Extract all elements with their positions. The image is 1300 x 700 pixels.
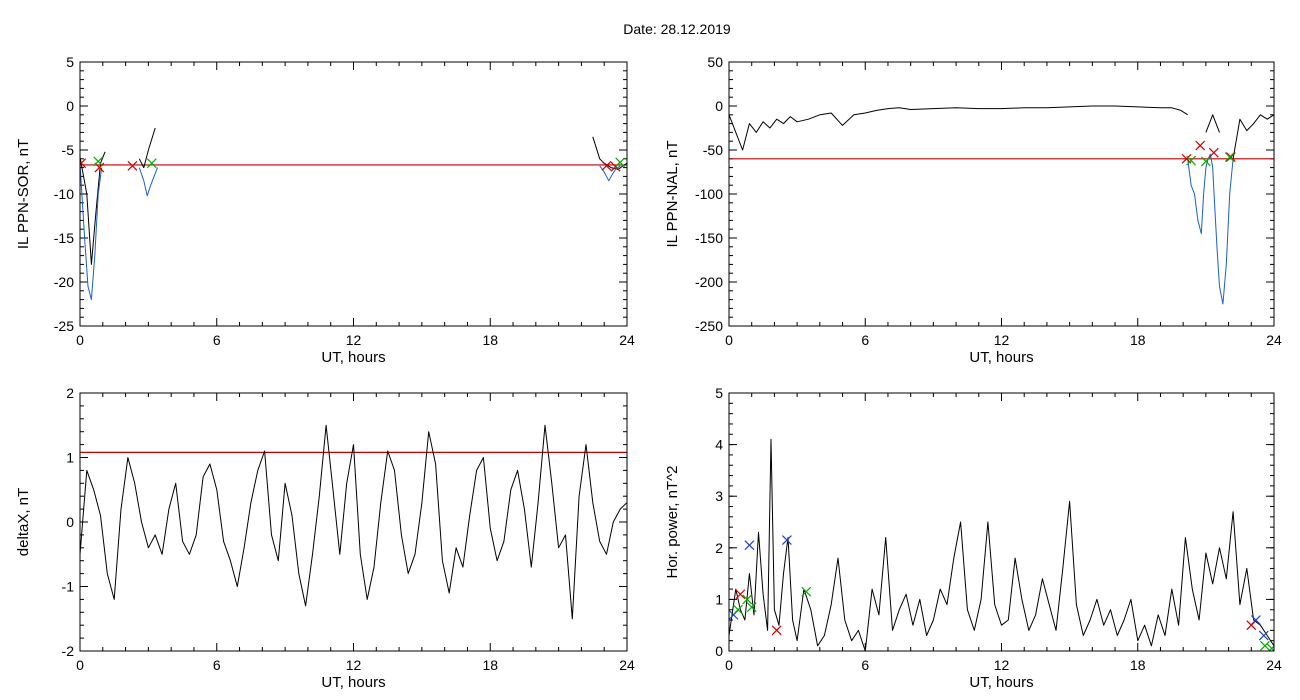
series-line-1 — [1188, 154, 1233, 304]
y-tick-label: 0 — [715, 643, 723, 659]
panel-sor: 0 6 12 18 24 -25 -20 -15 -10 -5 0 5 UT, hours IL PPN-… — [15, 54, 635, 366]
y-tick-label: -5 — [62, 142, 75, 158]
figure: Date: 28.12.2019 06121824-25-20-15-10-50… — [0, 0, 1300, 700]
y-tick-label: 1 — [715, 591, 723, 607]
y-tick-label: -20 — [54, 274, 74, 290]
y-axis-label: Hor. power, nT^2 — [664, 466, 681, 579]
x-tick-label: 24 — [1266, 657, 1282, 673]
x-tick-label: 6 — [861, 332, 869, 348]
x-tick-label: 18 — [1130, 332, 1146, 348]
figure-title: Date: 28.12.2019 — [623, 21, 731, 37]
plot-frame — [729, 62, 1274, 326]
plot-area — [80, 425, 627, 619]
y-tick-label: -25 — [54, 318, 74, 334]
y-tick-label: 5 — [66, 54, 74, 70]
x-axis-label: UT, hours — [321, 349, 385, 366]
y-tick-label: -150 — [695, 230, 723, 246]
y-tick-label: -10 — [54, 186, 74, 202]
plot-area — [729, 106, 1274, 304]
x-tick-label: 12 — [994, 332, 1010, 348]
y-tick-label: 4 — [715, 437, 723, 453]
x-tick-label: 12 — [994, 657, 1010, 673]
x-tick-label: 18 — [482, 332, 498, 348]
series-line-0 — [80, 425, 627, 619]
x-tick-label: 0 — [725, 657, 733, 673]
series-line-2 — [139, 168, 157, 196]
plot-frame — [80, 62, 627, 326]
y-tick-label: 50 — [707, 54, 723, 70]
cross-marker — [734, 605, 743, 614]
cross-marker — [1247, 621, 1256, 630]
y-tick-label: -50 — [703, 142, 723, 158]
cross-marker — [1226, 153, 1235, 162]
x-tick-label: 6 — [861, 657, 869, 673]
x-tick-label: 12 — [346, 332, 362, 348]
y-tick-label: 1 — [66, 450, 74, 466]
y-axis-label: IL PPN-NAL, nT — [664, 141, 681, 248]
x-axis-label: UT, hours — [969, 674, 1033, 691]
x-tick-label: 18 — [1130, 657, 1146, 673]
y-axis-label: IL PPN-SOR, nT — [15, 139, 32, 249]
cross-marker — [77, 159, 86, 168]
plot-frame — [80, 393, 627, 651]
y-tick-label: -15 — [54, 230, 74, 246]
panel-nal: 0 6 12 18 24 -250 -200 -150 -100 -50 0 50 UT, hours I… — [664, 54, 1282, 366]
y-tick-label: 5 — [715, 385, 723, 401]
plot-area — [729, 439, 1276, 653]
plot-area — [77, 128, 627, 300]
y-tick-label: 2 — [715, 540, 723, 556]
x-tick-label: 6 — [213, 332, 221, 348]
x-axis-label: UT, hours — [321, 674, 385, 691]
x-tick-label: 24 — [619, 332, 635, 348]
y-tick-label: -250 — [695, 318, 723, 334]
series-line-0 — [729, 439, 1274, 651]
panel-hpower: 06121824012345UT, hoursHor. power, nT^2 — [664, 385, 1282, 691]
x-tick-label: 0 — [725, 332, 733, 348]
cross-marker — [128, 161, 137, 170]
y-tick-label: -1 — [62, 579, 75, 595]
y-tick-label: 0 — [715, 98, 723, 114]
cross-marker — [1209, 148, 1218, 157]
cross-marker — [772, 626, 781, 635]
cross-marker — [1260, 641, 1269, 650]
x-tick-label: 0 — [76, 657, 84, 673]
series-line-0 — [1206, 115, 1220, 133]
x-tick-label: 6 — [213, 657, 221, 673]
panel-deltax: 06121824-2-1012UT, hoursdeltaX, nT — [15, 385, 635, 691]
x-axis-label: UT, hours — [969, 349, 1033, 366]
series-line-0 — [729, 106, 1188, 150]
y-tick-label: -2 — [62, 643, 75, 659]
cross-marker — [147, 159, 156, 168]
y-tick-label: 0 — [66, 514, 74, 530]
x-tick-label: 24 — [619, 657, 635, 673]
y-tick-label: -200 — [695, 274, 723, 290]
series-line-0 — [1233, 115, 1274, 159]
x-tick-label: 24 — [1266, 332, 1282, 348]
plot-frame — [729, 393, 1274, 651]
y-tick-label: 0 — [66, 98, 74, 114]
cross-marker — [602, 161, 611, 170]
x-tick-label: 0 — [76, 332, 84, 348]
y-axis-label: deltaX, nT — [15, 488, 32, 556]
x-tick-label: 12 — [346, 657, 362, 673]
y-tick-label: -100 — [695, 186, 723, 202]
cross-marker — [1225, 153, 1234, 162]
y-tick-label: 2 — [66, 385, 74, 401]
x-tick-label: 18 — [482, 657, 498, 673]
cross-marker — [1267, 644, 1276, 653]
cross-marker — [745, 541, 754, 550]
cross-marker — [1196, 141, 1205, 150]
y-tick-label: 3 — [715, 488, 723, 504]
